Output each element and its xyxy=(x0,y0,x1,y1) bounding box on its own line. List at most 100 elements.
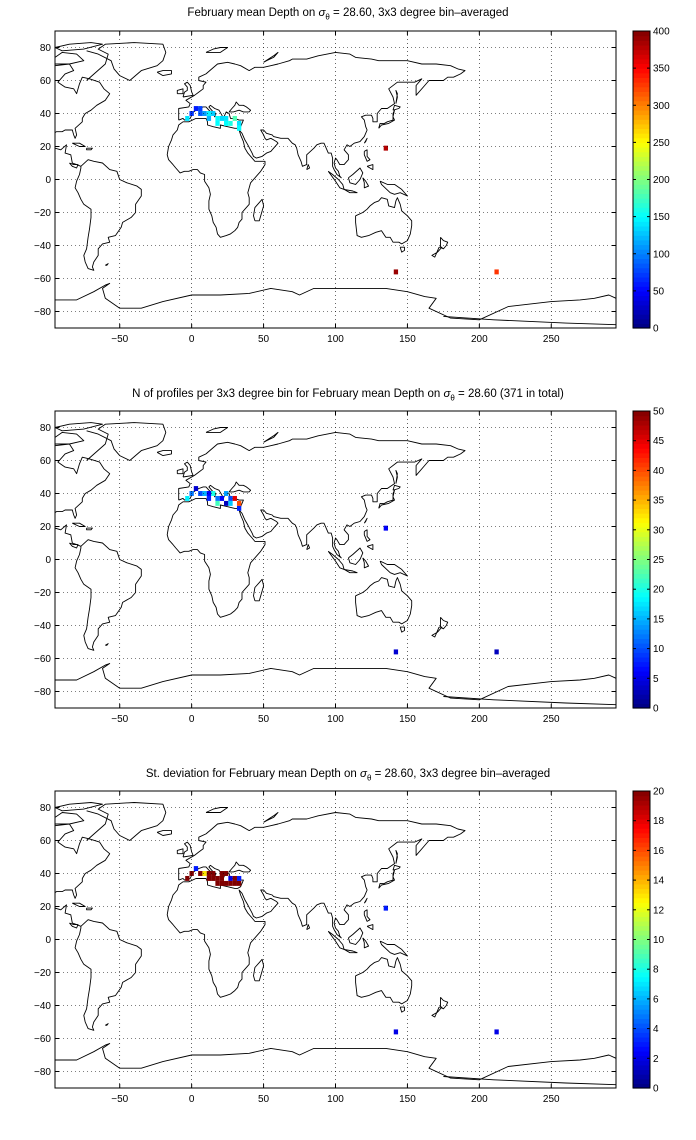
data-cell-9 xyxy=(224,500,229,506)
coastline-18 xyxy=(362,557,370,569)
colorbar-tick-label: 4 xyxy=(653,1024,659,1035)
coastline-6 xyxy=(182,81,194,98)
colorbar-step xyxy=(633,281,650,287)
colorbar-step xyxy=(633,1055,650,1061)
data-cell-9 xyxy=(224,880,229,886)
panel-2-title-post: = 28.60 (371 in total) xyxy=(454,388,564,400)
y-tick-label: −80 xyxy=(34,687,51,698)
colorbar-step xyxy=(633,489,650,496)
colorbar-step xyxy=(633,661,650,667)
colorbar-step xyxy=(633,800,650,806)
coastline-26 xyxy=(105,643,109,646)
data-cell-13 xyxy=(198,106,203,112)
colorbar-tick-label: 16 xyxy=(653,846,665,857)
coastline-3 xyxy=(86,422,167,461)
coastline-19 xyxy=(379,940,408,957)
coastline-34 xyxy=(55,42,103,52)
colorbar-step xyxy=(633,1083,650,1089)
coastline-27 xyxy=(55,663,616,701)
colorbar-step xyxy=(633,999,650,1006)
data-cell-15 xyxy=(206,871,212,876)
coastline-12 xyxy=(399,626,405,633)
colorbar-step xyxy=(633,670,650,677)
colorbar-step xyxy=(633,513,650,519)
colorbar-step xyxy=(633,105,650,111)
y-tick-label: 60 xyxy=(40,76,52,87)
coastline-8 xyxy=(156,830,172,836)
coastline-34 xyxy=(55,802,103,812)
colorbar-step xyxy=(633,286,650,292)
colorbar-step xyxy=(633,123,650,130)
data-cell-14 xyxy=(206,111,212,116)
coastline-3 xyxy=(86,42,167,81)
colorbar-step xyxy=(633,309,650,315)
coastlines-3 xyxy=(55,802,616,1086)
coastline-17 xyxy=(347,927,364,945)
coastline-20 xyxy=(363,149,371,162)
colorbar-tick-label: 100 xyxy=(653,249,670,260)
colorbar-step xyxy=(633,156,650,162)
colorbar-step xyxy=(633,63,650,69)
colorbar-step xyxy=(633,109,650,116)
data-cell-2 xyxy=(193,866,199,872)
colorbar-step xyxy=(633,814,650,820)
colorbar-step xyxy=(633,221,650,227)
colorbar-step xyxy=(633,151,650,157)
colorbar-step xyxy=(633,31,650,37)
colorbar-step xyxy=(633,91,650,97)
coastline-10 xyxy=(306,164,311,170)
colorbar-step xyxy=(633,832,650,839)
coastline-11 xyxy=(355,957,413,1005)
colorbar-step xyxy=(633,976,650,982)
coastline-2 xyxy=(74,539,142,651)
colorbar-step xyxy=(633,263,650,269)
data-cell-11 xyxy=(232,495,237,501)
colorbar-step xyxy=(633,656,650,663)
colorbar-step xyxy=(633,540,650,547)
coastline-6 xyxy=(182,461,194,478)
data-cell-3 xyxy=(198,871,203,876)
colorbar-step xyxy=(633,225,650,232)
data-cell-2 xyxy=(198,111,203,116)
data-cell-20 xyxy=(211,875,216,881)
data-cell-16 xyxy=(215,500,220,506)
colorbar-step xyxy=(633,920,650,927)
colorbar-step xyxy=(633,198,650,204)
colorbar-step xyxy=(633,559,650,565)
data-cell-3 xyxy=(202,111,207,116)
y-tick-label: −60 xyxy=(34,274,51,285)
data-cell-4 xyxy=(206,115,212,121)
colorbar-step xyxy=(633,40,650,46)
colorbar-step xyxy=(633,573,650,579)
data-cell-6 xyxy=(211,491,216,496)
data-cell-8 xyxy=(219,875,225,881)
panel-2-title: N of profiles per 3x3 degree bin for Feb… xyxy=(0,388,696,402)
colorbar-step xyxy=(633,253,650,259)
x-tick-label: 0 xyxy=(189,334,195,345)
data-cell-21 xyxy=(219,871,225,876)
data-cell-14 xyxy=(224,491,229,496)
colorbar-step xyxy=(633,244,650,250)
colorbar-step xyxy=(633,1027,650,1033)
colorbar-step xyxy=(633,596,650,602)
colorbar-step xyxy=(633,587,650,593)
colorbar-step xyxy=(633,855,650,862)
coastline-12 xyxy=(399,246,405,253)
data-cell-12 xyxy=(236,880,242,886)
colorbar-step xyxy=(633,809,650,815)
colorbar-step xyxy=(633,874,650,880)
data-cell-4 xyxy=(202,871,207,876)
colorbar-step xyxy=(633,1074,650,1080)
panel-3-title-pre: St. deviation for February mean Depth on xyxy=(145,768,361,780)
data-cell-5 xyxy=(211,111,216,116)
colorbar-step xyxy=(633,179,650,185)
coastline-14 xyxy=(431,1006,443,1018)
colorbar-tick-label: 200 xyxy=(653,175,670,186)
coastline-29 xyxy=(69,542,79,549)
colorbar-step xyxy=(633,619,650,626)
colorbar-step xyxy=(633,605,650,612)
panel-3-sigma-sub: θ xyxy=(366,773,372,783)
x-tick-label: 200 xyxy=(471,334,488,345)
coastline-20 xyxy=(363,909,371,922)
